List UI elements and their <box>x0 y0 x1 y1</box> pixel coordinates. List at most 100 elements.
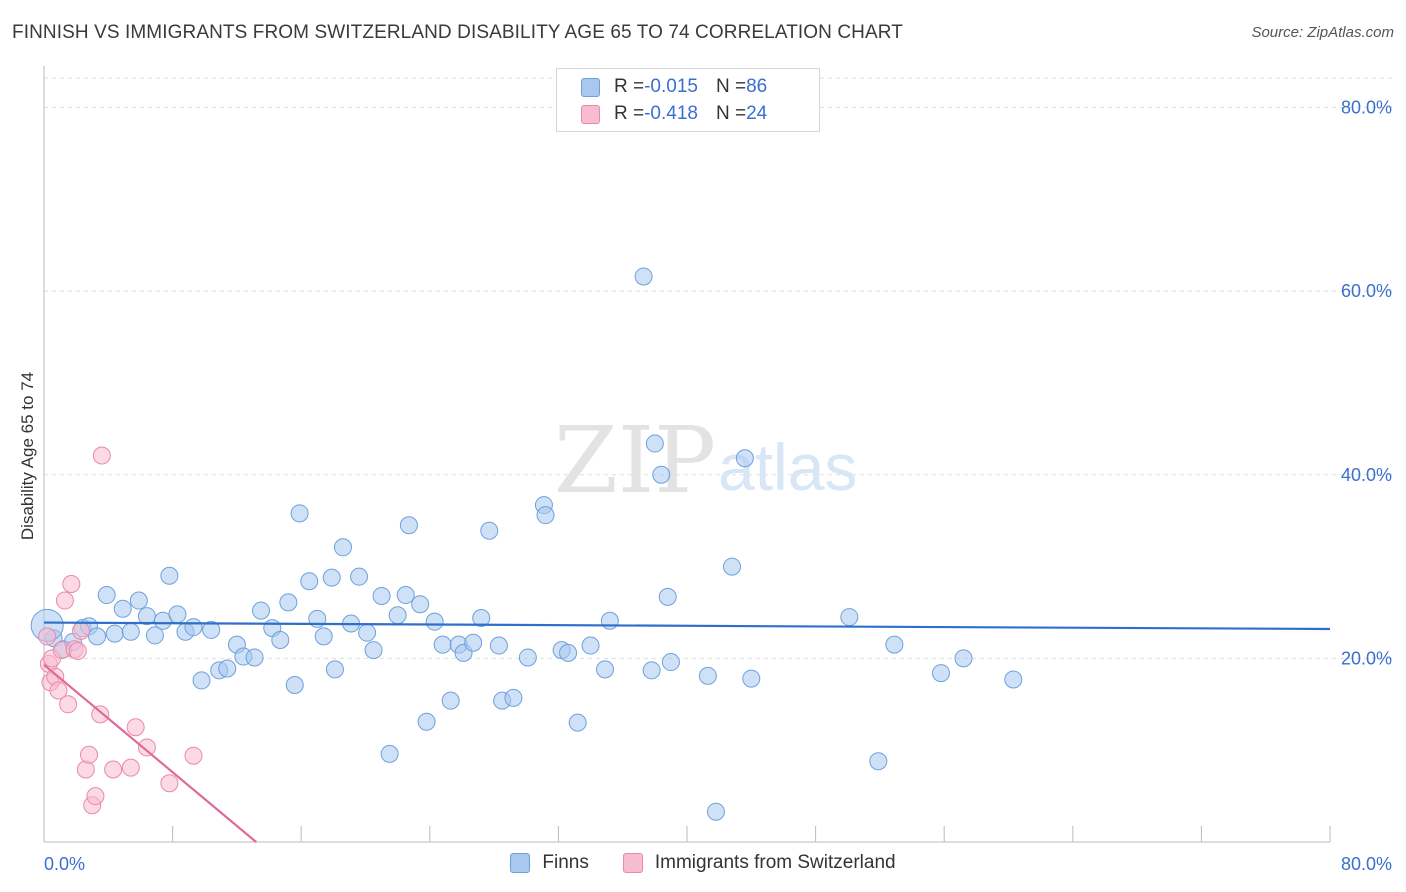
swiss-point <box>55 591 74 610</box>
correlation-legend: R = -0.015 N = 86 R = -0.418 N = 24 <box>556 68 820 132</box>
swiss-point <box>121 758 140 777</box>
finns-point <box>480 521 499 540</box>
finns-point <box>160 566 179 585</box>
finns-point <box>105 624 124 643</box>
finns-point <box>202 620 221 639</box>
swiss-n-label: N = <box>715 103 747 124</box>
finns-point <box>581 636 600 655</box>
finns-point <box>358 623 377 642</box>
finns-point <box>742 669 761 688</box>
finns-legend-swatch <box>510 853 531 873</box>
finns-point <box>518 648 537 667</box>
finns-points <box>30 267 1023 821</box>
finns-point <box>333 538 352 557</box>
finns-point <box>735 449 754 468</box>
swiss-point <box>86 787 105 806</box>
gridlines <box>44 77 1392 659</box>
finns-point <box>364 641 383 660</box>
swiss-legend-label: Immigrants from Switzerland <box>654 852 896 873</box>
chart-title: FINNISH VS IMMIGRANTS FROM SWITZERLAND D… <box>12 22 903 43</box>
finns-point <box>885 635 904 654</box>
finns-point <box>97 586 116 605</box>
swiss-point <box>92 446 111 465</box>
finns-point <box>658 587 677 606</box>
swiss-point <box>76 760 95 779</box>
swiss-point <box>71 621 90 640</box>
finns-r-label: R = <box>614 76 645 97</box>
swiss-point <box>49 681 68 700</box>
finns-point <box>252 601 271 620</box>
finns-point <box>129 591 148 610</box>
finns-point <box>121 622 140 641</box>
watermark: ZIP atlas <box>554 407 858 514</box>
finns-point <box>489 636 508 655</box>
y-tick-label: 60.0% <box>1341 281 1392 301</box>
swiss-point <box>184 746 203 765</box>
finns-point <box>723 557 742 576</box>
watermark-atlas: atlas <box>718 430 857 504</box>
finns-point <box>184 618 203 637</box>
swiss-point <box>38 627 57 646</box>
finns-point <box>645 434 664 453</box>
finns-point <box>145 626 164 645</box>
finns-point <box>271 631 290 650</box>
y-tick-label: 20.0% <box>1341 648 1392 668</box>
finns-point <box>931 664 950 683</box>
finns-r-value: -0.015 <box>644 76 698 97</box>
axes <box>43 66 1331 843</box>
finns-point <box>536 506 555 525</box>
finns-legend-label: Finns <box>542 852 589 873</box>
swiss-point <box>160 774 179 793</box>
swiss-point <box>126 718 145 737</box>
swiss-swatch <box>581 104 600 124</box>
finns-point <box>661 653 680 672</box>
swiss-point <box>137 738 156 757</box>
swiss-r-value: -0.418 <box>644 103 698 124</box>
finns-point <box>325 660 344 679</box>
swiss-point <box>91 705 110 724</box>
finns-point <box>840 608 859 627</box>
series-legend: Finns Immigrants from Switzerland <box>0 852 1406 874</box>
finns-point <box>433 635 452 654</box>
finns-point <box>706 802 725 821</box>
finns-point <box>314 627 333 646</box>
finns-point <box>1004 670 1023 689</box>
legend-row-swiss: R = -0.418 N = 24 <box>581 101 767 127</box>
finns-point <box>559 643 578 662</box>
finns-point <box>441 691 460 710</box>
finns-point <box>634 267 653 286</box>
finns-point <box>372 586 391 605</box>
finns-point <box>88 627 107 646</box>
watermark-zip: ZIP <box>554 407 716 514</box>
finns-point <box>600 611 619 630</box>
swiss-r-label: R = <box>614 103 645 124</box>
finns-point <box>380 744 399 763</box>
finns-point <box>411 595 430 614</box>
swiss-n-value: 24 <box>746 103 768 124</box>
swiss-point <box>68 642 87 661</box>
finns-point <box>290 504 309 523</box>
finns-point <box>417 712 436 731</box>
finns-point <box>596 660 615 679</box>
finns-swatch <box>581 77 600 97</box>
trend-lines <box>43 621 1331 843</box>
finns-point <box>464 633 483 652</box>
x-tick-label: 0.0% <box>44 854 85 874</box>
finns-point <box>388 606 407 625</box>
legend-item-swiss: Immigrants from Switzerland <box>622 852 896 874</box>
finns-point <box>652 465 671 484</box>
finns-point <box>869 752 888 771</box>
finns-point <box>642 661 661 680</box>
finns-point <box>472 608 491 627</box>
finns-point <box>218 659 237 678</box>
finns-point <box>425 612 444 631</box>
finns-n-label: N = <box>715 76 747 97</box>
swiss-point <box>104 760 123 779</box>
finns-point <box>568 713 587 732</box>
y-tick-label: 80.0% <box>1341 98 1392 118</box>
swiss-trend-line <box>43 663 257 843</box>
source-label: Source: ZipAtlas.com <box>1251 24 1394 41</box>
y-axis-label: Disability Age 65 to 74 <box>18 371 37 541</box>
finns-point <box>192 671 211 690</box>
